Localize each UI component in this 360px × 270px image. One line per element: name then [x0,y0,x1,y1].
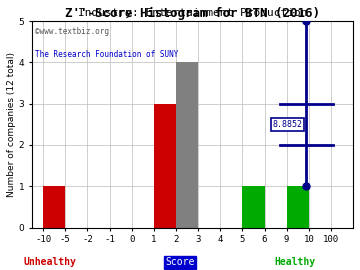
Bar [43,186,65,228]
Text: Unhealthy: Unhealthy [24,257,77,267]
Bar [176,62,198,228]
Text: The Research Foundation of SUNY: The Research Foundation of SUNY [35,50,179,59]
Title: Z''-Score Histogram for BTN (2016): Z''-Score Histogram for BTN (2016) [65,7,320,20]
Text: ©www.textbiz.org: ©www.textbiz.org [35,27,109,36]
Text: 8.8852: 8.8852 [273,120,303,129]
Y-axis label: Number of companies (12 total): Number of companies (12 total) [7,52,16,197]
Text: Healthy: Healthy [275,257,316,267]
Bar [287,186,309,228]
Text: Score: Score [165,257,195,267]
Bar [154,104,176,228]
Bar [242,186,265,228]
Text: Industry: Entertainment Production: Industry: Entertainment Production [78,8,307,18]
